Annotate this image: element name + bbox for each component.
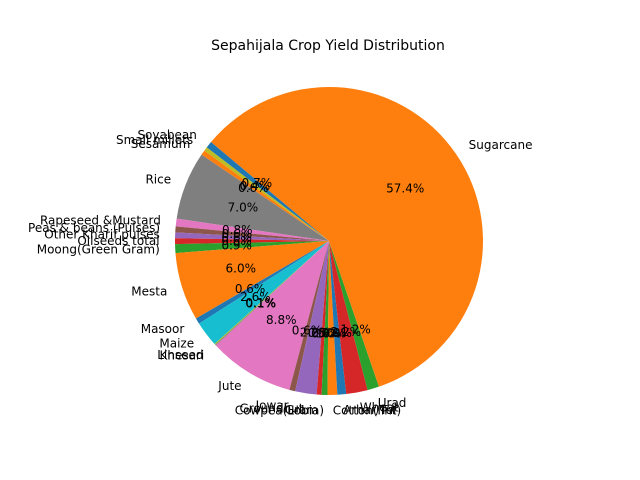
- slice-percent-masoor: 0.6%: [235, 282, 266, 296]
- pie-slice-linseed: [214, 241, 329, 345]
- slice-label-oilseeds-total: Oilseeds total: [77, 234, 159, 248]
- slice-label-peas-beans-pulses: Peas & beans (Pulses): [28, 221, 160, 235]
- slice-percent-rapeseed-mustard: 0.8%: [222, 223, 253, 237]
- slice-label-linseed: Linseed: [157, 348, 203, 362]
- pie-slice-rice: [176, 154, 329, 241]
- slice-label-sesamum: Sesamum: [131, 137, 191, 151]
- slice-percent-linseed: 0.1%: [245, 296, 276, 310]
- slice-percent-gram: 0.5%: [308, 326, 339, 340]
- slice-percent-urad: 1.2%: [340, 322, 371, 336]
- pie-slice-small-millets: [204, 147, 329, 241]
- pie-slice-oilseeds-total: [174, 238, 329, 245]
- slice-label-urad: Urad: [378, 396, 407, 410]
- pie-slice-jowar: [289, 241, 329, 392]
- pie-slices: [174, 86, 484, 395]
- pie-slice-wheat: [329, 241, 368, 395]
- pie-slice-masoor: [195, 241, 329, 324]
- pie-slice-cowpea-lobia: [321, 241, 329, 395]
- slice-percent-small-millets: 0.4%: [240, 179, 271, 193]
- slice-percent-cotton-lint: 1.0%: [316, 326, 347, 340]
- slice-label-cowpea-lobia: Cowpea(Lobia): [235, 403, 324, 417]
- slice-percent-rice: 7.0%: [228, 201, 259, 215]
- chart-title: Sepahijala Crop Yield Distribution: [211, 38, 445, 54]
- slice-label-jute: Jute: [217, 379, 241, 393]
- slice-label-mesta: Mesta: [131, 285, 167, 299]
- pie-slice-cotton-lint: [327, 241, 338, 395]
- slice-percent-wheat: 2.2%: [331, 325, 362, 339]
- slice-percent-oilseeds-total: 0.6%: [221, 234, 252, 248]
- slice-percent-other-kharif-pulses: 0.6%: [221, 231, 252, 245]
- pie-slice-moong-green-gram: [175, 241, 329, 254]
- pie-slice-arhar-tur: [329, 241, 347, 395]
- slice-label-maize: Maize: [159, 336, 194, 350]
- slice-percent-cowpea-lobia: 0.6%: [311, 326, 342, 340]
- pie-slice-soyabean: [206, 142, 329, 241]
- slice-percent-sugarcane: 57.4%: [386, 182, 424, 196]
- pie-slice-sesamum: [201, 150, 329, 241]
- pie-slice-other-kharif-pulses: [175, 232, 329, 241]
- pie-slice-sugarcane: [211, 86, 484, 387]
- slice-label-rapeseed-mustard: Rapeseed &Mustard: [40, 214, 161, 228]
- slice-label-sugarcane: Sugarcane: [469, 138, 533, 152]
- pie-slice-mesta: [175, 241, 329, 319]
- slice-label-moong-green-gram: Moong(Green Gram): [37, 242, 160, 256]
- slice-percent-maize: 2.6%: [240, 290, 271, 304]
- slice-label-other-kharif-pulses: Other Kharif pulses: [44, 228, 159, 242]
- slice-label-small-millets: Small millets: [116, 133, 193, 147]
- slice-percent-jowar: 0.6%: [292, 324, 323, 338]
- slice-percent-jute: 8.8%: [266, 313, 297, 327]
- pie-labels: Soyabean 0.7% Small millets 0.4% Sesamum 0.6%…: [28, 128, 532, 417]
- pie-slice-peas-beans-pulses: [175, 226, 329, 241]
- slice-label-khesari: Khesari: [159, 349, 204, 363]
- slice-percent-khesari: 0.1%: [246, 296, 277, 310]
- slice-label-groundnut: Groundnut: [239, 401, 303, 415]
- slice-label-masoor: Masoor: [141, 322, 185, 336]
- slice-percent-peas-beans-pulses: 0.6%: [222, 227, 253, 241]
- slice-label-arhar-tur: Arhar/Tur: [343, 403, 398, 417]
- slice-percent-moong-green-gram: 0.9%: [221, 239, 252, 253]
- slice-percent-arhar-tur: 0.9%: [321, 326, 352, 340]
- slice-label-rice: Rice: [145, 173, 171, 187]
- slice-percent-soyabean: 0.7%: [242, 176, 273, 190]
- pie-slice-maize: [199, 241, 329, 345]
- slice-label-wheat: Wheat: [360, 401, 399, 415]
- slice-percent-groundnut: 2.2%: [300, 325, 331, 339]
- slice-label-soyabean: Soyabean: [137, 128, 196, 142]
- pie-slice-khesari: [215, 241, 329, 346]
- pie-slice-jute: [215, 241, 329, 390]
- pie-slice-rapeseed-mustard: [175, 218, 329, 241]
- pie-slice-groundnut: [295, 241, 329, 395]
- slice-label-jowar: Jowar: [255, 399, 289, 413]
- slice-percent-mesta: 6.0%: [226, 262, 257, 276]
- slice-label-gram: Gram: [285, 403, 318, 417]
- slice-label-cotton-lint: Cotton(lint): [333, 403, 401, 417]
- slice-percent-sesamum: 0.6%: [238, 181, 269, 195]
- pie-slice-urad: [329, 241, 379, 391]
- pie-slice-gram: [316, 241, 329, 395]
